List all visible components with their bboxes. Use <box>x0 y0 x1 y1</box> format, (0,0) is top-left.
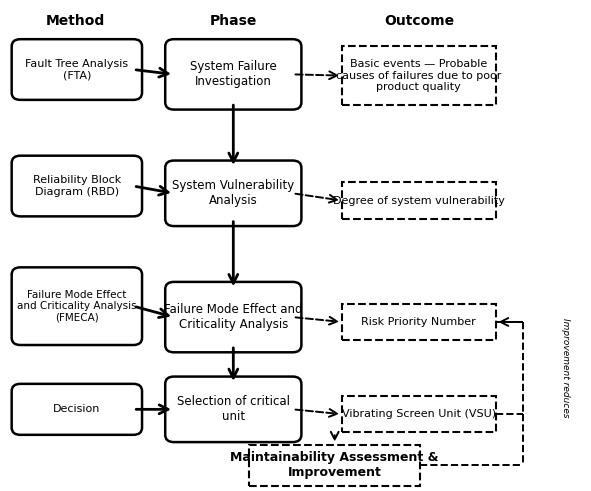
Text: Failure Mode Effect and
Criticality Analysis: Failure Mode Effect and Criticality Anal… <box>164 303 303 331</box>
FancyBboxPatch shape <box>12 267 142 345</box>
Text: Basic events — Probable
causes of failures due to poor
product quality: Basic events — Probable causes of failur… <box>336 59 501 92</box>
FancyBboxPatch shape <box>165 39 301 109</box>
Text: Risk Priority Number: Risk Priority Number <box>361 317 476 327</box>
Text: Degree of system vulnerability: Degree of system vulnerability <box>333 195 505 206</box>
FancyBboxPatch shape <box>165 377 301 442</box>
Text: Selection of critical
unit: Selection of critical unit <box>177 395 290 423</box>
FancyBboxPatch shape <box>12 384 142 435</box>
Text: Method: Method <box>46 14 105 28</box>
FancyBboxPatch shape <box>165 282 301 353</box>
Text: Phase: Phase <box>210 14 257 28</box>
Text: Reliability Block
Diagram (RBD): Reliability Block Diagram (RBD) <box>33 175 121 197</box>
Text: System Vulnerability
Analysis: System Vulnerability Analysis <box>172 179 294 207</box>
Text: Maintainability Assessment &
Improvement: Maintainability Assessment & Improvement <box>230 451 439 479</box>
Bar <box>342 182 495 219</box>
Text: Improvement reduces: Improvement reduces <box>560 318 570 418</box>
Text: Outcome: Outcome <box>384 14 454 28</box>
Text: Failure Mode Effect
and Criticality Analysis
(FMECA): Failure Mode Effect and Criticality Anal… <box>17 290 137 323</box>
Bar <box>249 444 420 486</box>
FancyBboxPatch shape <box>165 161 301 226</box>
Text: Vibrating Screen Unit (VSU): Vibrating Screen Unit (VSU) <box>342 409 496 419</box>
Bar <box>342 304 495 340</box>
Text: System Failure
Investigation: System Failure Investigation <box>190 60 277 88</box>
Text: Fault Tree Analysis
(FTA): Fault Tree Analysis (FTA) <box>25 59 128 81</box>
Text: Decision: Decision <box>53 404 100 414</box>
Bar <box>342 396 495 433</box>
Bar <box>342 47 495 105</box>
FancyBboxPatch shape <box>12 39 142 100</box>
FancyBboxPatch shape <box>12 156 142 217</box>
